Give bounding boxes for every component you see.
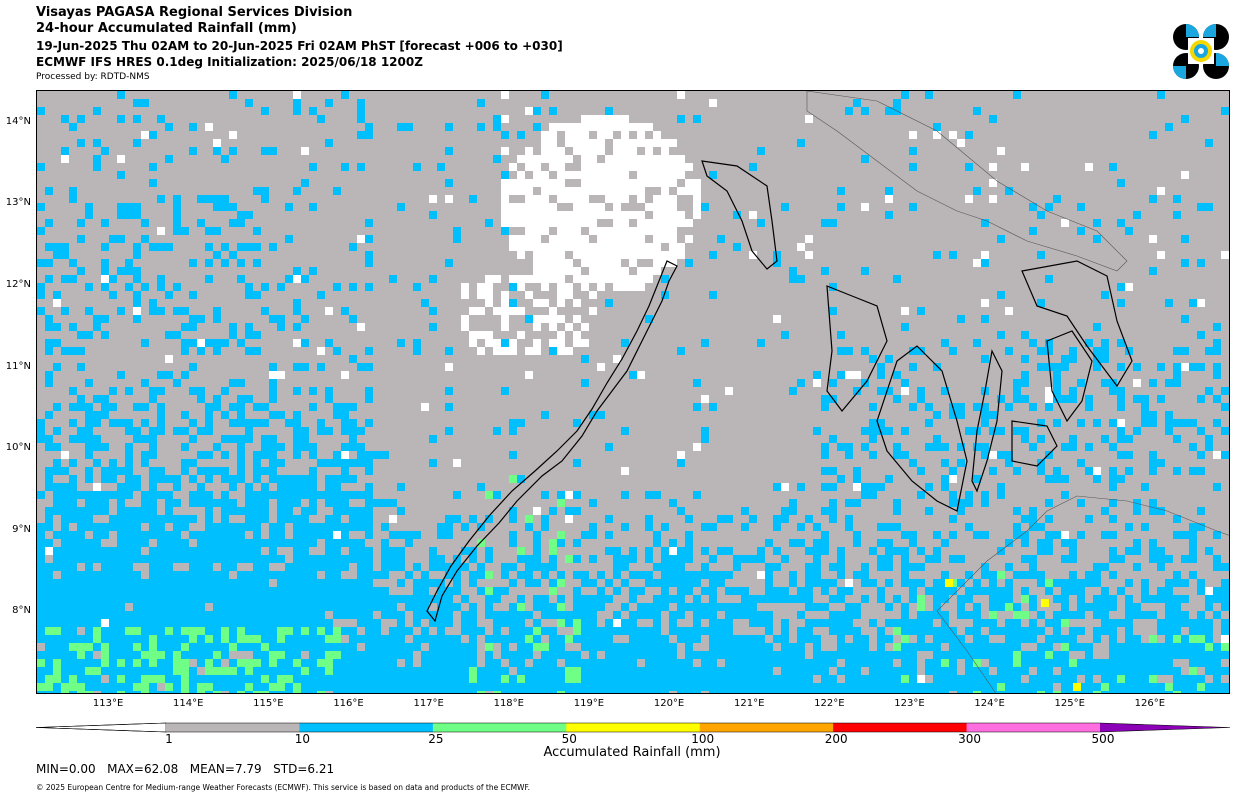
- colorbar-tick-label: 25: [428, 732, 444, 746]
- lon-tick-label: 117°E: [413, 698, 444, 709]
- colorbar-tick-label: 300: [958, 732, 982, 746]
- colorbar-tick-label: 500: [1091, 732, 1115, 746]
- lat-tick-label: 11°N: [5, 360, 31, 372]
- lon-tick-label: 122°E: [814, 698, 845, 709]
- copyright-notice: © 2025 European Centre for Medium-range …: [36, 783, 530, 792]
- lat-tick-label: 8°N: [12, 605, 31, 617]
- colorbar-segment: [566, 723, 701, 732]
- forecast-period: 19-Jun-2025 Thu 02AM to 20-Jun-2025 Fri …: [36, 39, 563, 53]
- pagasa-logo-icon: [1172, 22, 1230, 80]
- model-initialization: ECMWF IFS HRES 0.1deg Initialization: 20…: [36, 55, 423, 69]
- lon-tick-label: 115°E: [253, 698, 284, 709]
- lon-tick-label: 118°E: [493, 698, 524, 709]
- rainfall-cells: [37, 91, 1229, 693]
- colorbar-segment: [966, 723, 1101, 732]
- colorbar-tick-label: 50: [561, 732, 577, 746]
- colorbar-segment: [166, 723, 300, 732]
- colorbar-segment: [699, 723, 834, 732]
- lat-tick-label: 10°N: [5, 442, 31, 454]
- colorbar-extend-low: [36, 722, 167, 733]
- lon-tick-label: 116°E: [333, 698, 364, 709]
- colorbar-label: Accumulated Rainfall (mm): [543, 745, 721, 760]
- lon-tick-label: 125°E: [1054, 698, 1085, 709]
- colorbar-extend-high: [1100, 723, 1230, 732]
- statistics: MIN=0.00 MAX=62.08 MEAN=7.79 STD=6.21: [36, 762, 334, 776]
- coastlines: [426, 91, 1229, 693]
- lon-tick-label: 120°E: [653, 698, 685, 709]
- colorbar-segment: [833, 723, 968, 732]
- colorbar-segment: [432, 723, 567, 732]
- colorbar-tick-label: 10: [294, 732, 311, 746]
- map-subtitle: 24-hour Accumulated Rainfall (mm): [36, 21, 297, 36]
- lat-tick-label: 9°N: [12, 523, 31, 535]
- colorbar: [36, 722, 1231, 733]
- lat-tick-label: 14°N: [5, 115, 31, 127]
- rainfall-grid: [37, 91, 1229, 693]
- lon-tick-label: 121°E: [733, 698, 765, 709]
- map-title: Visayas PAGASA Regional Services Divisio…: [36, 5, 353, 20]
- lon-tick-label: 114°E: [173, 698, 204, 709]
- rainfall-map: [36, 90, 1230, 694]
- lon-tick-label: 123°E: [894, 698, 925, 709]
- stat-max: MAX=62.08: [107, 762, 179, 776]
- lon-tick-label: 119°E: [573, 698, 605, 709]
- lon-tick-label: 124°E: [974, 698, 1005, 709]
- lat-tick-label: 13°N: [5, 197, 31, 209]
- stat-min: MIN=0.00: [36, 762, 96, 776]
- colorbar-tick-label: 200: [824, 732, 848, 746]
- colorbar-tick-label: 1: [165, 732, 173, 746]
- lat-tick-label: 12°N: [5, 278, 31, 290]
- lon-tick-label: 126°E: [1134, 698, 1166, 709]
- stat-std: STD=6.21: [273, 762, 335, 776]
- colorbar-tick-label: 100: [691, 732, 715, 746]
- processed-by: Processed by: RDTD-NMS: [36, 72, 150, 82]
- colorbar-segment: [299, 723, 434, 732]
- stat-mean: MEAN=7.79: [189, 762, 262, 776]
- lon-tick-label: 113°E: [92, 698, 124, 709]
